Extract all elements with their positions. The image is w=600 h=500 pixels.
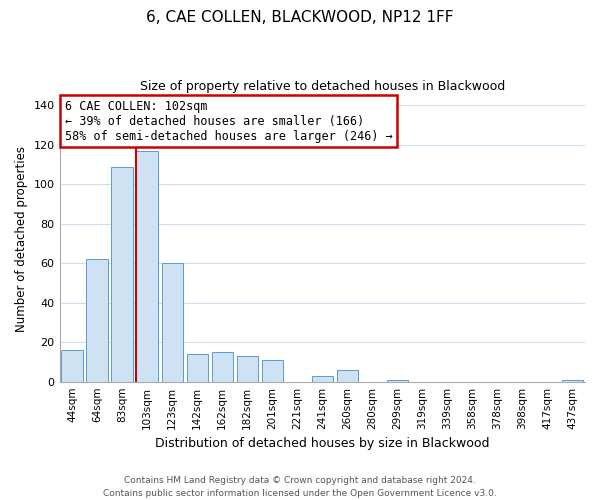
Bar	[236, 356, 258, 382]
Bar	[212, 352, 233, 382]
Bar	[262, 360, 283, 382]
Text: 6 CAE COLLEN: 102sqm
← 39% of detached houses are smaller (166)
58% of semi-deta: 6 CAE COLLEN: 102sqm ← 39% of detached h…	[65, 100, 392, 142]
Text: 6, CAE COLLEN, BLACKWOOD, NP12 1FF: 6, CAE COLLEN, BLACKWOOD, NP12 1FF	[146, 10, 454, 25]
Title: Size of property relative to detached houses in Blackwood: Size of property relative to detached ho…	[140, 80, 505, 93]
Bar	[387, 380, 408, 382]
Bar	[136, 151, 158, 382]
Bar	[187, 354, 208, 382]
Bar	[161, 264, 183, 382]
Bar	[311, 376, 333, 382]
Bar	[562, 380, 583, 382]
Y-axis label: Number of detached properties: Number of detached properties	[15, 146, 28, 332]
Bar	[86, 260, 108, 382]
Text: Contains HM Land Registry data © Crown copyright and database right 2024.
Contai: Contains HM Land Registry data © Crown c…	[103, 476, 497, 498]
Bar	[112, 166, 133, 382]
Bar	[61, 350, 83, 382]
Bar	[337, 370, 358, 382]
X-axis label: Distribution of detached houses by size in Blackwood: Distribution of detached houses by size …	[155, 437, 490, 450]
